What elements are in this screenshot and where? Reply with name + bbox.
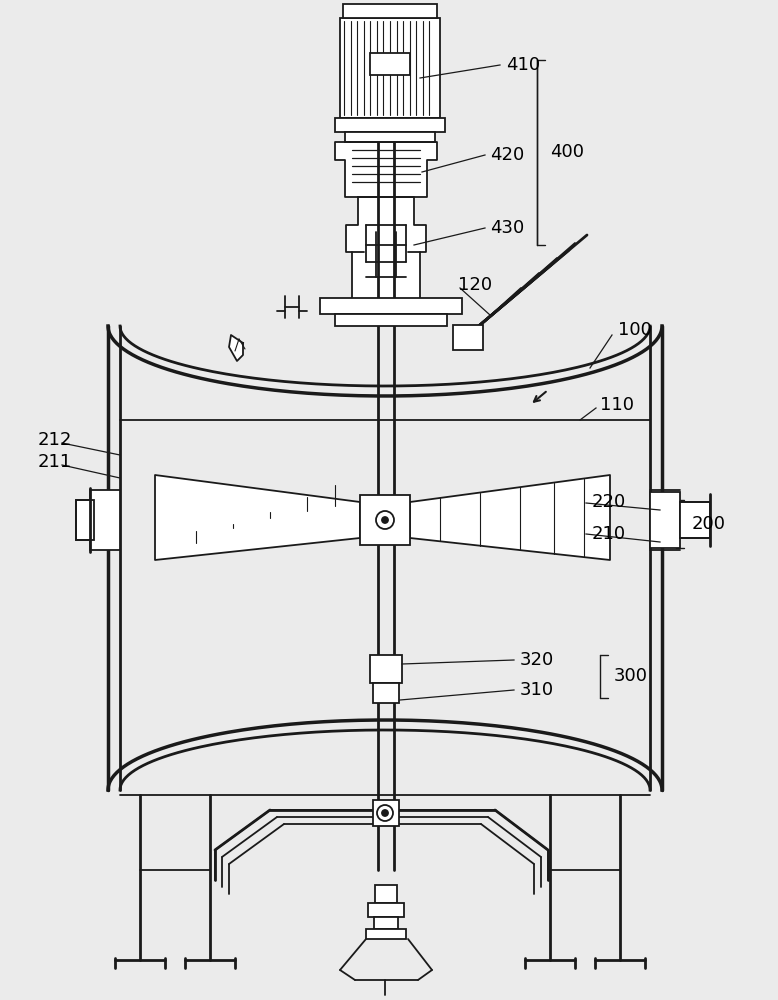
Text: 200: 200 — [692, 515, 726, 533]
Bar — [335, 118, 445, 132]
Bar — [374, 917, 398, 929]
Bar — [345, 132, 435, 142]
Circle shape — [377, 805, 393, 821]
Polygon shape — [410, 475, 610, 560]
Bar — [373, 800, 399, 826]
Text: 212: 212 — [38, 431, 72, 449]
Bar — [343, 4, 437, 18]
Text: 430: 430 — [490, 219, 524, 237]
Bar — [360, 495, 410, 545]
Circle shape — [382, 517, 388, 523]
Polygon shape — [335, 142, 437, 197]
Text: 120: 120 — [458, 276, 492, 294]
Bar — [370, 655, 402, 683]
Bar — [320, 298, 462, 314]
Bar — [370, 53, 410, 75]
Text: 110: 110 — [600, 396, 634, 414]
Text: 410: 410 — [506, 56, 540, 74]
Bar — [366, 929, 406, 939]
Text: 400: 400 — [550, 143, 584, 161]
Polygon shape — [155, 475, 360, 560]
Polygon shape — [346, 197, 426, 307]
Bar — [340, 18, 440, 118]
Text: 320: 320 — [520, 651, 554, 669]
Polygon shape — [229, 335, 243, 361]
Text: 420: 420 — [490, 146, 524, 164]
Bar — [375, 885, 397, 903]
Text: 310: 310 — [520, 681, 554, 699]
Text: 300: 300 — [614, 667, 648, 685]
Text: 211: 211 — [38, 453, 72, 471]
Circle shape — [376, 511, 394, 529]
Text: 220: 220 — [592, 493, 626, 511]
Bar — [650, 492, 680, 548]
Circle shape — [382, 810, 388, 816]
Bar — [680, 502, 710, 538]
Bar — [335, 314, 447, 326]
Bar — [90, 490, 120, 550]
Text: 100: 100 — [618, 321, 652, 339]
Bar — [76, 500, 94, 540]
Text: 210: 210 — [592, 525, 626, 543]
Bar — [373, 683, 399, 703]
Bar — [453, 325, 483, 350]
Bar — [368, 903, 404, 917]
